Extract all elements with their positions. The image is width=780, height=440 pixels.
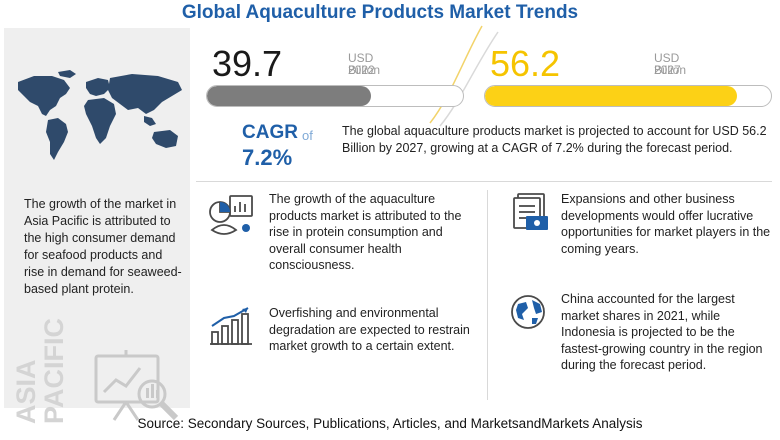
- metric-2027-bar: [484, 85, 772, 107]
- source-footnote: Source: Secondary Sources, Publications,…: [137, 416, 643, 431]
- metric-2022-unit: USD Billion: [348, 51, 381, 77]
- metric-2022-value: 39.7: [212, 43, 283, 84]
- world-map-icon: [18, 70, 182, 160]
- decorative-swoosh: [429, 25, 499, 127]
- region-label: ASIA PACIFIC: [11, 318, 82, 428]
- money-documents-icon: [513, 193, 548, 230]
- cagr-label: CAGR: [242, 122, 298, 143]
- left-panel: The growth of the market in Asia Pacific…: [4, 28, 190, 424]
- market-summary: The global aquaculture products market i…: [342, 124, 767, 155]
- globe-icon: [511, 295, 545, 329]
- metric-2022-bar: [206, 85, 464, 107]
- insight-1: The growth of the aquaculture products m…: [269, 192, 462, 272]
- insight-2: Overfishing and environmental degradatio…: [269, 306, 470, 353]
- bar-chart-growth-icon: [210, 307, 252, 345]
- divider-horizontal: [196, 181, 772, 182]
- analytics-magnifier-icon: [94, 350, 179, 421]
- metric-2027-bar-fill: [485, 86, 737, 106]
- metric-2027-year: 2027: [654, 63, 681, 77]
- cagr-of: of: [302, 128, 313, 143]
- metric-2027-unit: USD Billion: [654, 51, 687, 77]
- metric-2027-value: 56.2: [490, 43, 561, 84]
- metric-2022-bar-fill: [207, 86, 371, 106]
- protein-chart-icon: [209, 195, 253, 235]
- insight-4: China accounted for the largest market s…: [561, 292, 763, 372]
- metric-2022-year: 2022: [348, 63, 375, 77]
- insight-3: Expansions and other business developmen…: [561, 192, 771, 256]
- region-label-line2: PACIFIC: [39, 318, 69, 424]
- region-label-line1: ASIA: [11, 359, 41, 424]
- divider-vertical: [487, 190, 488, 400]
- region-description: The growth of the market in Asia Pacific…: [24, 197, 182, 296]
- cagr-value: 7.2%: [242, 145, 293, 170]
- page-title: Global Aquaculture Products Market Trend…: [181, 2, 579, 23]
